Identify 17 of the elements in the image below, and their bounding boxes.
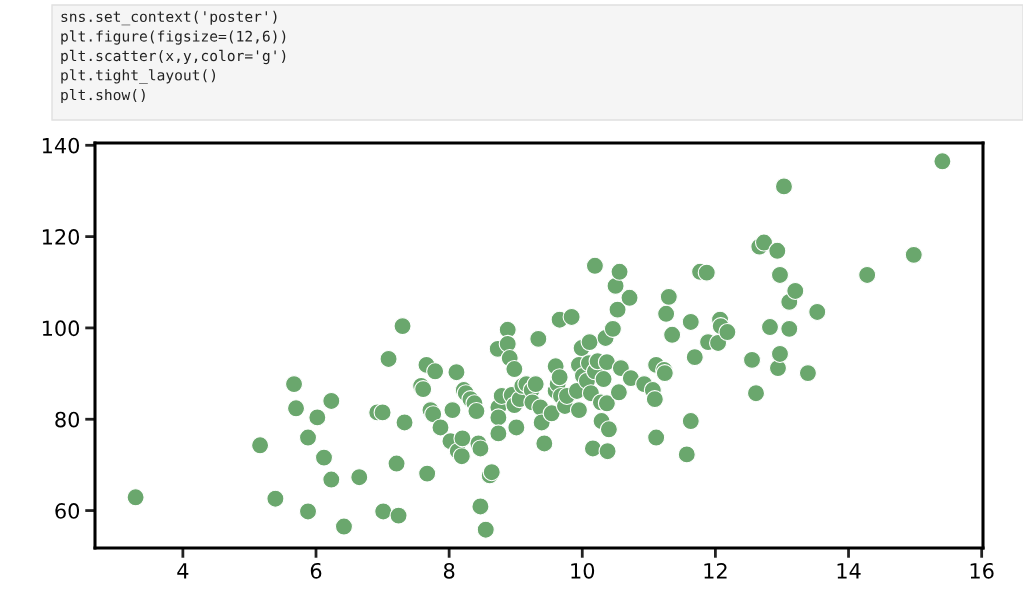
y-tick-label: 120	[42, 229, 80, 245]
x-tick-label: 4	[177, 563, 189, 579]
text: plt.tight_layout()	[61, 69, 216, 84]
y-tick-label: 60	[55, 503, 80, 519]
x-tick-label: 16	[970, 562, 994, 579]
text: sns.set_context('poster')	[61, 10, 277, 26]
x-tick-label: 12	[704, 562, 727, 579]
x-tick-label: 8	[443, 562, 455, 579]
y-tick-label: 80	[55, 411, 80, 428]
x-tick-label: 10	[571, 562, 595, 579]
x-tick-label: 14	[837, 563, 861, 579]
text: plt.scatter(x,y,color='g')	[61, 49, 286, 65]
text: plt.show()	[61, 88, 145, 104]
y-tick-label: 100	[42, 320, 80, 337]
x-tick-label: 6	[310, 562, 322, 579]
text: plt.figure(figsize=(12,6))	[61, 30, 286, 45]
y-tick-label: 140	[42, 137, 80, 154]
